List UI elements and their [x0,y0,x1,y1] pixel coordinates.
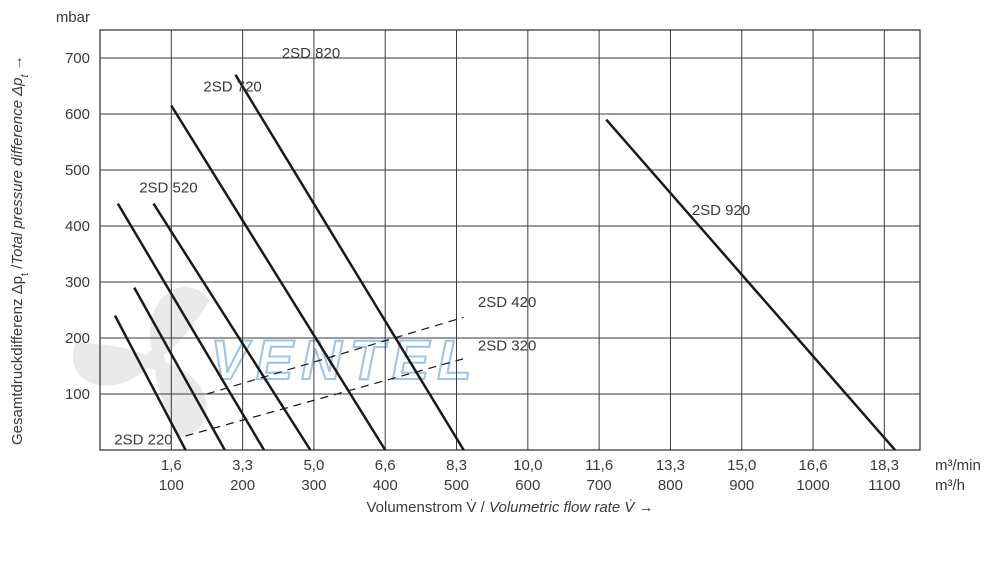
x-unit-bottom: m³/h [935,477,965,494]
x-tick-bottom: 900 [729,477,754,494]
x-tick-top: 10,0 [513,457,542,474]
x-tick-bottom: 1000 [796,477,829,494]
x-tick-bottom: 500 [444,477,469,494]
series-label: 2SD 520 [139,179,197,196]
y-tick-label: 100 [65,386,90,403]
x-tick-bottom: 300 [301,477,326,494]
x-axis-title: Volumenstrom V̇ / Volumetric flow rate V… [366,499,653,516]
x-unit-top: m³/min [935,457,981,474]
x-tick-top: 6,6 [375,457,396,474]
x-tick-top: 8,3 [446,457,467,474]
y-tick-label: 200 [65,330,90,347]
y-tick-label: 300 [65,274,90,291]
x-tick-bottom: 600 [515,477,540,494]
x-tick-top: 3,3 [232,457,253,474]
x-tick-top: 16,6 [798,457,827,474]
x-tick-top: 5,0 [303,457,324,474]
y-tick-label: 700 [65,50,90,67]
y-tick-label: 600 [65,106,90,123]
series-label: 2SD 220 [114,431,172,448]
x-tick-top: 1,6 [161,457,182,474]
x-tick-top: 15,0 [727,457,756,474]
x-tick-bottom: 100 [159,477,184,494]
series-label: 2SD 920 [692,202,750,219]
y-tick-label: 500 [65,162,90,179]
pressure-flow-chart: VENTELVENTEL100200300400500600700mbar1,6… [0,0,1002,562]
series-label: 2SD 320 [478,337,536,354]
chart-bg [0,0,1002,562]
x-tick-bottom: 1100 [868,477,900,494]
series-label: 2SD 720 [203,79,261,96]
x-tick-top: 13,3 [656,457,685,474]
x-tick-bottom: 400 [373,477,398,494]
series-label: 2SD 420 [478,294,536,311]
y-unit-label: mbar [56,9,90,26]
x-tick-top: 18,3 [870,457,899,474]
series-label: 2SD 820 [282,45,340,62]
x-tick-bottom: 700 [587,477,612,494]
x-tick-bottom: 800 [658,477,683,494]
y-tick-label: 400 [65,218,90,235]
x-tick-bottom: 200 [230,477,255,494]
x-tick-top: 11,6 [585,457,613,474]
